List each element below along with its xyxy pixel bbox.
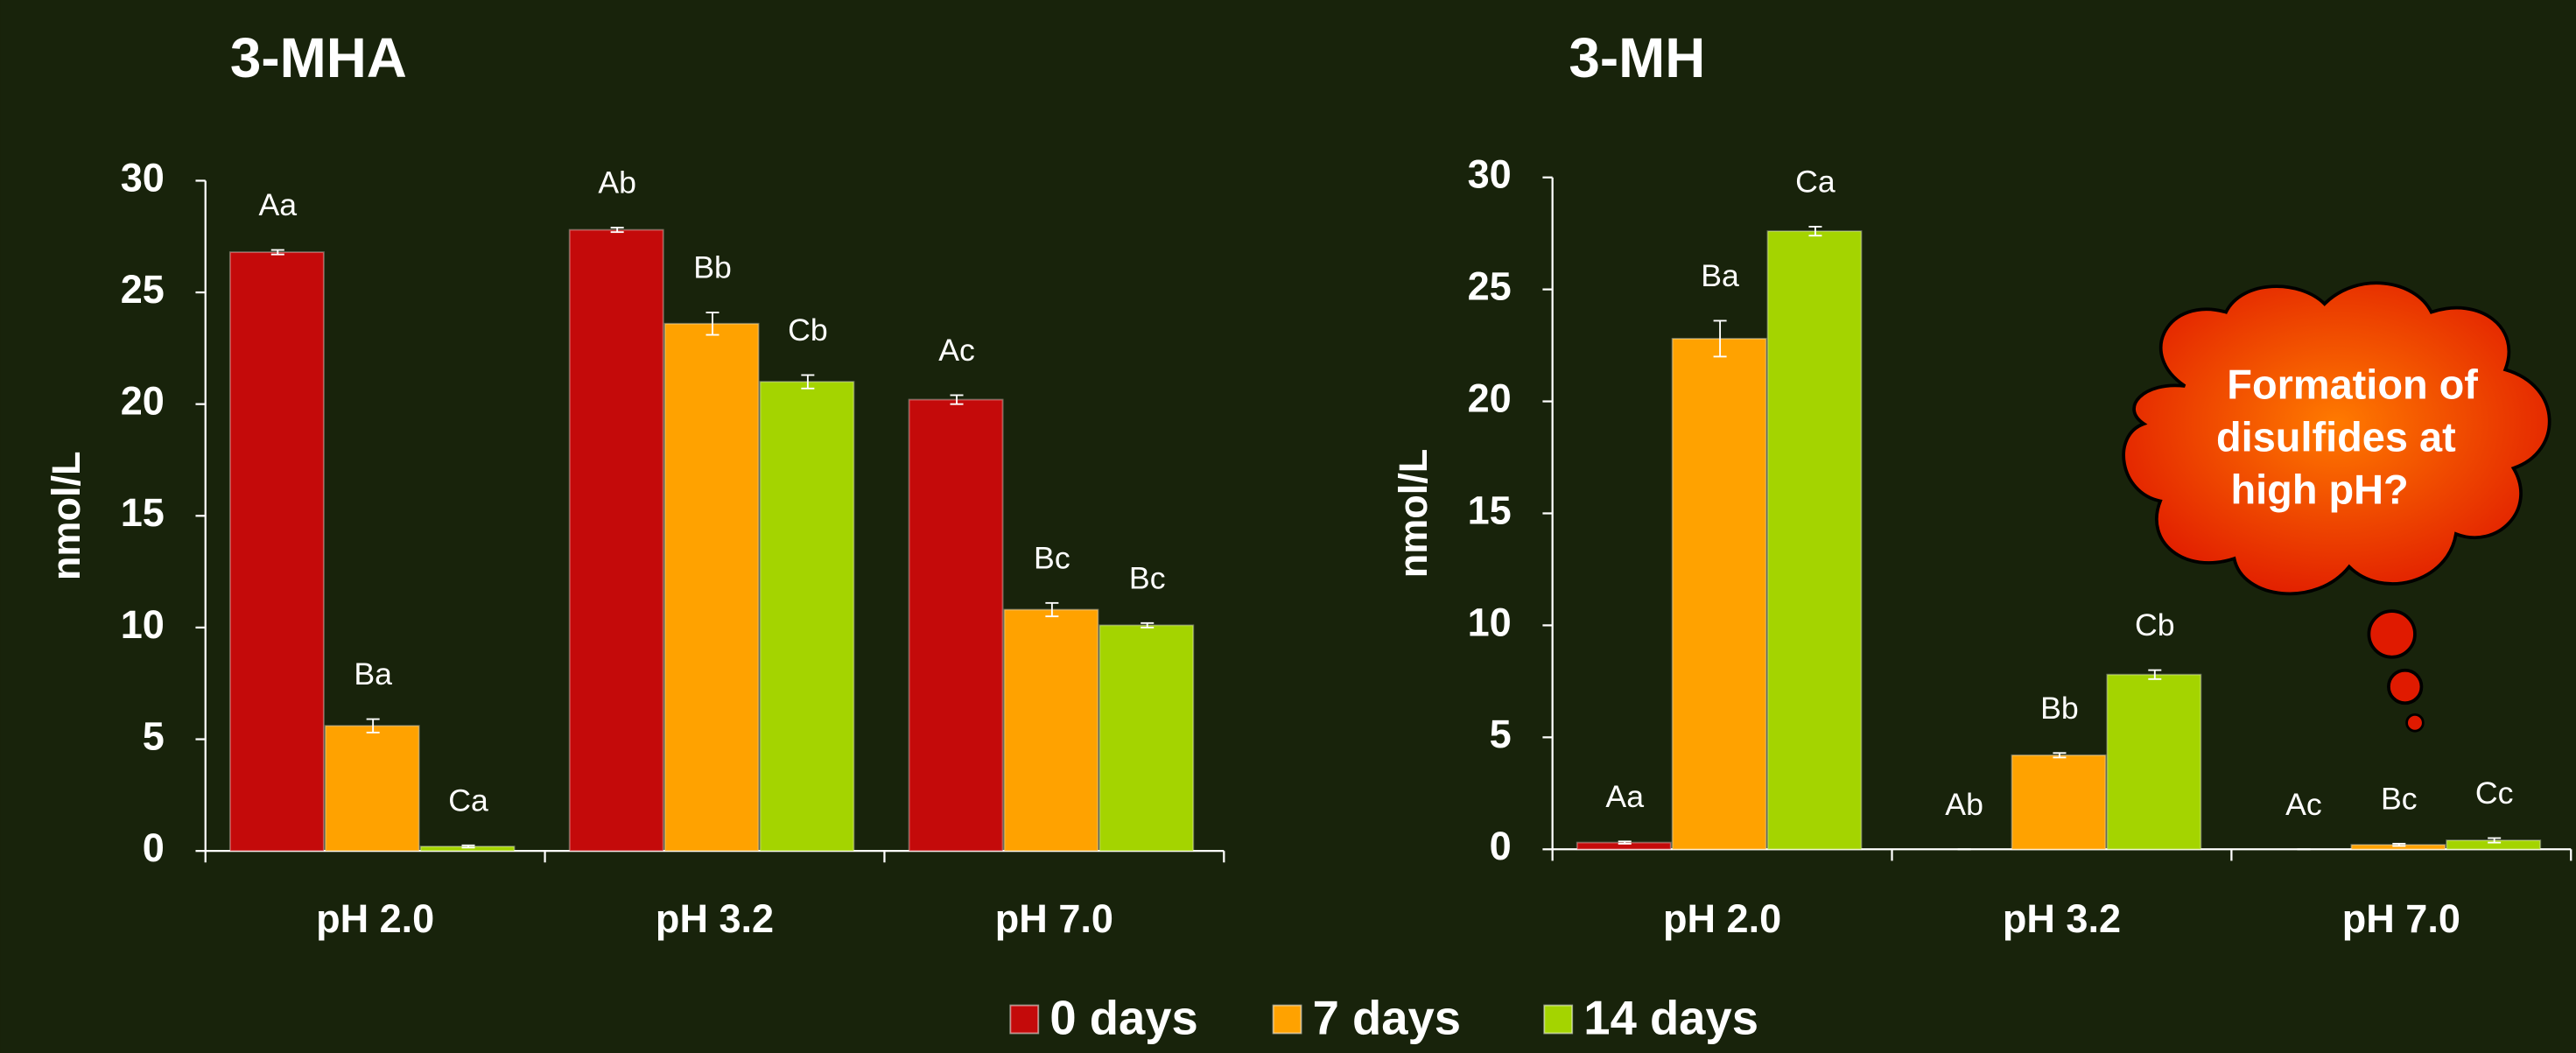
bar (1768, 231, 1862, 849)
chart-title: 3-MHA (230, 26, 407, 89)
legend-swatch (1010, 1006, 1038, 1034)
y-tick-label: 0 (1490, 824, 1512, 868)
y-tick-label: 30 (121, 155, 165, 200)
x-tick-label: pH 3.2 (2003, 896, 2121, 941)
y-tick-label: 20 (1468, 376, 1512, 420)
y-axis-label: nmol/L (1391, 449, 1435, 579)
chart: Formation of disulfides at high pH? 3-MH… (0, 0, 2576, 1053)
y-tick-label: 5 (143, 713, 165, 758)
y-tick-label: 5 (1490, 712, 1512, 756)
chart-title: 3-MH (1569, 26, 1705, 89)
y-tick-label: 25 (121, 267, 165, 312)
y-axis-label: nmol/L (44, 452, 88, 581)
page: Formation of disulfides at high pH? 3-MH… (0, 0, 2576, 1053)
y-tick-label: 15 (121, 490, 165, 535)
bar (2012, 755, 2106, 849)
x-tick-label: pH 2.0 (1663, 896, 1781, 941)
x-tick-label: pH 7.0 (995, 896, 1113, 941)
bar-annotation: Ac (2285, 787, 2322, 822)
y-tick-label: 25 (1468, 264, 1512, 309)
x-tick-label: pH 3.2 (656, 896, 774, 941)
callout-text: disulfides at (2216, 414, 2456, 460)
bar-annotation: Ba (354, 656, 392, 691)
y-tick-label: 30 (1468, 152, 1512, 197)
callout-text: Formation of (2227, 362, 2478, 407)
legend-swatch (1544, 1006, 1572, 1034)
y-tick-label: 0 (143, 825, 165, 870)
bar-annotation: Ba (1701, 258, 1739, 293)
bar-annotation: Bc (1129, 560, 1166, 595)
callout-text: high pH? (2231, 467, 2409, 512)
x-tick-label: pH 7.0 (2342, 896, 2460, 941)
bar (909, 400, 1003, 852)
bar-annotation: Ca (1795, 165, 1835, 200)
bar-annotation: Bb (2040, 691, 2079, 726)
bar-annotation: Cb (2135, 607, 2175, 642)
x-tick-label: pH 2.0 (316, 896, 434, 941)
bar (326, 726, 419, 851)
y-tick-label: 15 (1468, 488, 1512, 532)
bar (230, 252, 324, 851)
bar (665, 324, 759, 851)
bar (1099, 625, 1193, 851)
thought-dot (2407, 714, 2424, 731)
bar (1673, 339, 1766, 849)
bar-annotation: Cb (788, 312, 828, 347)
bar (1004, 610, 1098, 852)
y-tick-label: 10 (121, 602, 165, 647)
bar-annotation: Ab (598, 165, 636, 200)
bar-annotation: Ca (448, 783, 488, 818)
bar-annotation: Aa (1605, 779, 1644, 814)
y-tick-label: 20 (121, 379, 165, 424)
bar (570, 230, 663, 852)
thought-dot (2389, 670, 2422, 704)
bar-annotation: Ab (1945, 787, 1983, 822)
bar-annotation: Ac (938, 333, 975, 368)
legend-label: 0 days (1049, 992, 1197, 1045)
thought-dot (2369, 611, 2415, 657)
bar-annotation: Aa (258, 187, 297, 222)
bar-annotation: Bc (2381, 782, 2418, 817)
bar-annotation: Bc (1034, 540, 1070, 575)
bar-annotation: Cc (2475, 776, 2514, 811)
bar-annotation: Bb (693, 250, 732, 285)
y-tick-label: 10 (1468, 600, 1512, 644)
bar (2107, 675, 2200, 850)
legend-label: 14 days (1583, 992, 1758, 1045)
legend-swatch (1274, 1006, 1302, 1034)
bar (760, 382, 853, 851)
legend-label: 7 days (1313, 992, 1461, 1045)
